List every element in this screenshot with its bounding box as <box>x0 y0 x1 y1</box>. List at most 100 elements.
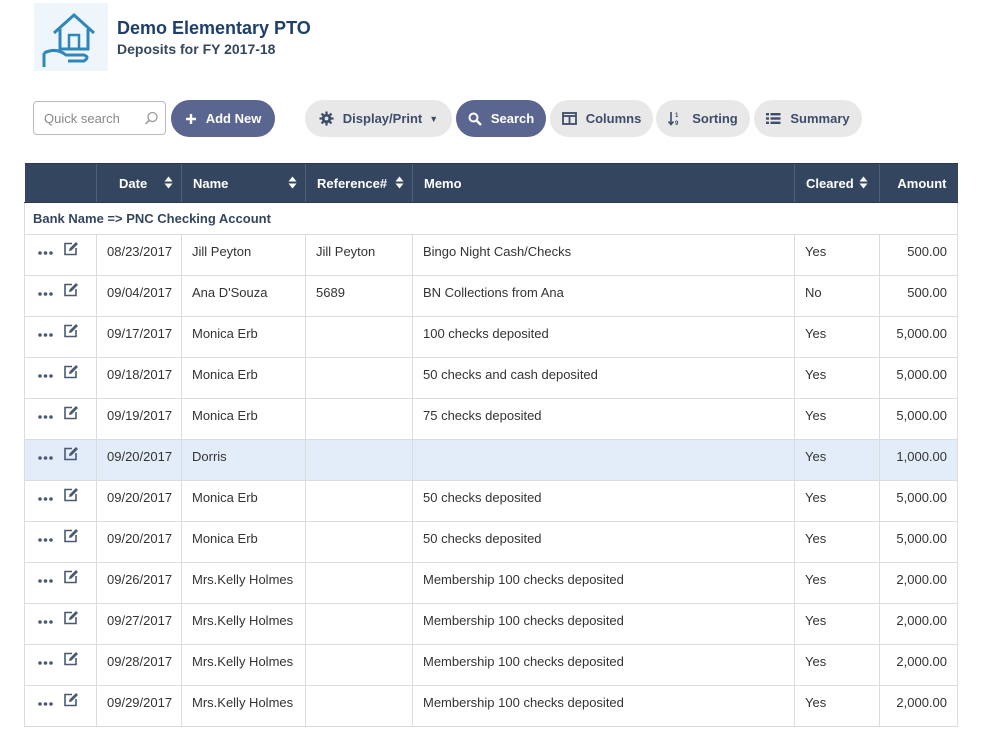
cleared-cell: Yes <box>794 521 880 563</box>
add-new-button[interactable]: Add New <box>171 100 275 137</box>
edit-icon[interactable] <box>63 651 79 669</box>
row-actions <box>24 603 97 645</box>
edit-icon[interactable] <box>63 241 79 259</box>
amount-cell: 500.00 <box>879 234 958 276</box>
more-options-icon[interactable] <box>38 448 53 463</box>
cleared-cell: Yes <box>794 234 880 276</box>
date-cell: 09/20/2017 <box>96 439 182 481</box>
date-cell: 09/20/2017 <box>96 480 182 522</box>
more-options-icon[interactable] <box>38 407 53 422</box>
plus-icon <box>185 113 197 125</box>
cleared-cell: Yes <box>794 316 880 358</box>
display-print-button[interactable]: Display/Print ▼ <box>305 100 452 137</box>
cleared-column-header[interactable]: Cleared <box>794 163 880 203</box>
edit-icon[interactable] <box>63 446 79 464</box>
edit-icon[interactable] <box>63 282 79 300</box>
quick-search-box[interactable] <box>33 101 166 135</box>
row-actions <box>24 357 97 399</box>
reference-cell <box>305 562 413 604</box>
actions-column-header <box>24 163 97 203</box>
edit-icon[interactable] <box>63 323 79 341</box>
cleared-cell: Yes <box>794 439 880 481</box>
caret-down-icon: ▼ <box>429 113 439 124</box>
more-options-icon[interactable] <box>38 325 53 340</box>
name-column-header[interactable]: Name <box>181 163 306 203</box>
memo-cell <box>412 439 795 481</box>
reference-cell <box>305 480 413 522</box>
table-row[interactable]: 09/26/2017 Mrs.Kelly Holmes Membership 100… <box>24 562 958 604</box>
sort-arrows-icon <box>395 176 404 192</box>
more-options-icon[interactable] <box>38 612 53 627</box>
amount-cell: 5,000.00 <box>879 316 958 358</box>
sort-arrows-icon <box>859 176 868 192</box>
amount-cell: 2,000.00 <box>879 603 958 645</box>
search-button[interactable]: Search <box>456 100 546 137</box>
date-cell: 09/17/2017 <box>96 316 182 358</box>
date-cell: 09/28/2017 <box>96 644 182 686</box>
table-row[interactable]: 09/20/2017 Monica Erb 50 checks deposited Y… <box>24 521 958 563</box>
edit-icon[interactable] <box>63 528 79 546</box>
edit-icon[interactable] <box>63 610 79 628</box>
row-actions <box>24 439 97 481</box>
sort-arrows-icon <box>288 176 297 192</box>
memo-cell: 50 checks and cash deposited <box>412 357 795 399</box>
edit-icon[interactable] <box>63 364 79 382</box>
date-column-header[interactable]: Date <box>96 163 182 203</box>
reference-cell <box>305 439 413 481</box>
sorting-label: Sorting <box>692 111 738 126</box>
amount-cell: 5,000.00 <box>879 480 958 522</box>
row-actions <box>24 316 97 358</box>
edit-icon[interactable] <box>63 405 79 423</box>
edit-icon[interactable] <box>63 569 79 587</box>
sort-arrows-icon <box>164 176 173 192</box>
memo-cell: Membership 100 checks deposited <box>412 562 795 604</box>
name-cell: Monica Erb <box>181 398 306 440</box>
more-options-icon[interactable] <box>38 284 53 299</box>
amount-cell: 5,000.00 <box>879 357 958 399</box>
reference-cell <box>305 398 413 440</box>
table-row[interactable]: 08/23/2017 Jill Peyton Jill Peyton Bingo Ni… <box>24 234 958 276</box>
cleared-cell: Yes <box>794 562 880 604</box>
cleared-cell: Yes <box>794 603 880 645</box>
table-row[interactable]: 09/28/2017 Mrs.Kelly Holmes Membership 100… <box>24 644 958 686</box>
more-options-icon[interactable] <box>38 489 53 504</box>
table-row[interactable]: 09/27/2017 Mrs.Kelly Holmes Membership 100… <box>24 603 958 645</box>
table-row[interactable]: 09/17/2017 Monica Erb 100 checks deposited… <box>24 316 958 358</box>
group-label: Bank Name => PNC Checking Account <box>24 202 958 235</box>
cleared-cell: Yes <box>794 644 880 686</box>
columns-button[interactable]: Columns <box>550 100 653 137</box>
date-cell: 09/04/2017 <box>96 275 182 317</box>
table-row[interactable]: 09/20/2017 Monica Erb 50 checks deposited Y… <box>24 480 958 522</box>
search-icon <box>144 111 159 131</box>
amount-cell: 1,000.00 <box>879 439 958 481</box>
reference-cell <box>305 644 413 686</box>
table-row[interactable]: 09/04/2017 Ana D'Souza 5689 BN Collections … <box>24 275 958 317</box>
quick-search-input[interactable] <box>42 110 146 127</box>
reference-column-header[interactable]: Reference# <box>305 163 413 203</box>
memo-cell: 100 checks deposited <box>412 316 795 358</box>
table-row[interactable]: 09/19/2017 Monica Erb 75 checks deposited Y… <box>24 398 958 440</box>
amount-cell: 2,000.00 <box>879 562 958 604</box>
reference-cell <box>305 357 413 399</box>
more-options-icon[interactable] <box>38 571 53 586</box>
table-row[interactable]: 09/29/2017 Mrs.Kelly Holmes Membership 100… <box>24 685 958 727</box>
table-row[interactable]: 09/18/2017 Monica Erb 50 checks and cash d… <box>24 357 958 399</box>
summary-button[interactable]: Summary <box>754 100 862 137</box>
edit-icon[interactable] <box>63 487 79 505</box>
table-row[interactable]: 09/20/2017 Dorris Yes 1,000.00 <box>24 439 958 481</box>
date-cell: 09/18/2017 <box>96 357 182 399</box>
memo-column-header[interactable]: Memo <box>412 163 795 203</box>
group-row: Bank Name => PNC Checking Account <box>24 202 958 235</box>
more-options-icon[interactable] <box>38 694 53 709</box>
more-options-icon[interactable] <box>38 366 53 381</box>
more-options-icon[interactable] <box>38 243 53 258</box>
more-options-icon[interactable] <box>38 653 53 668</box>
cleared-cell: Yes <box>794 398 880 440</box>
date-cell: 09/29/2017 <box>96 685 182 727</box>
edit-icon[interactable] <box>63 692 79 710</box>
memo-cell: Membership 100 checks deposited <box>412 603 795 645</box>
amount-column-header[interactable]: Amount <box>879 163 958 203</box>
more-options-icon[interactable] <box>38 530 53 545</box>
